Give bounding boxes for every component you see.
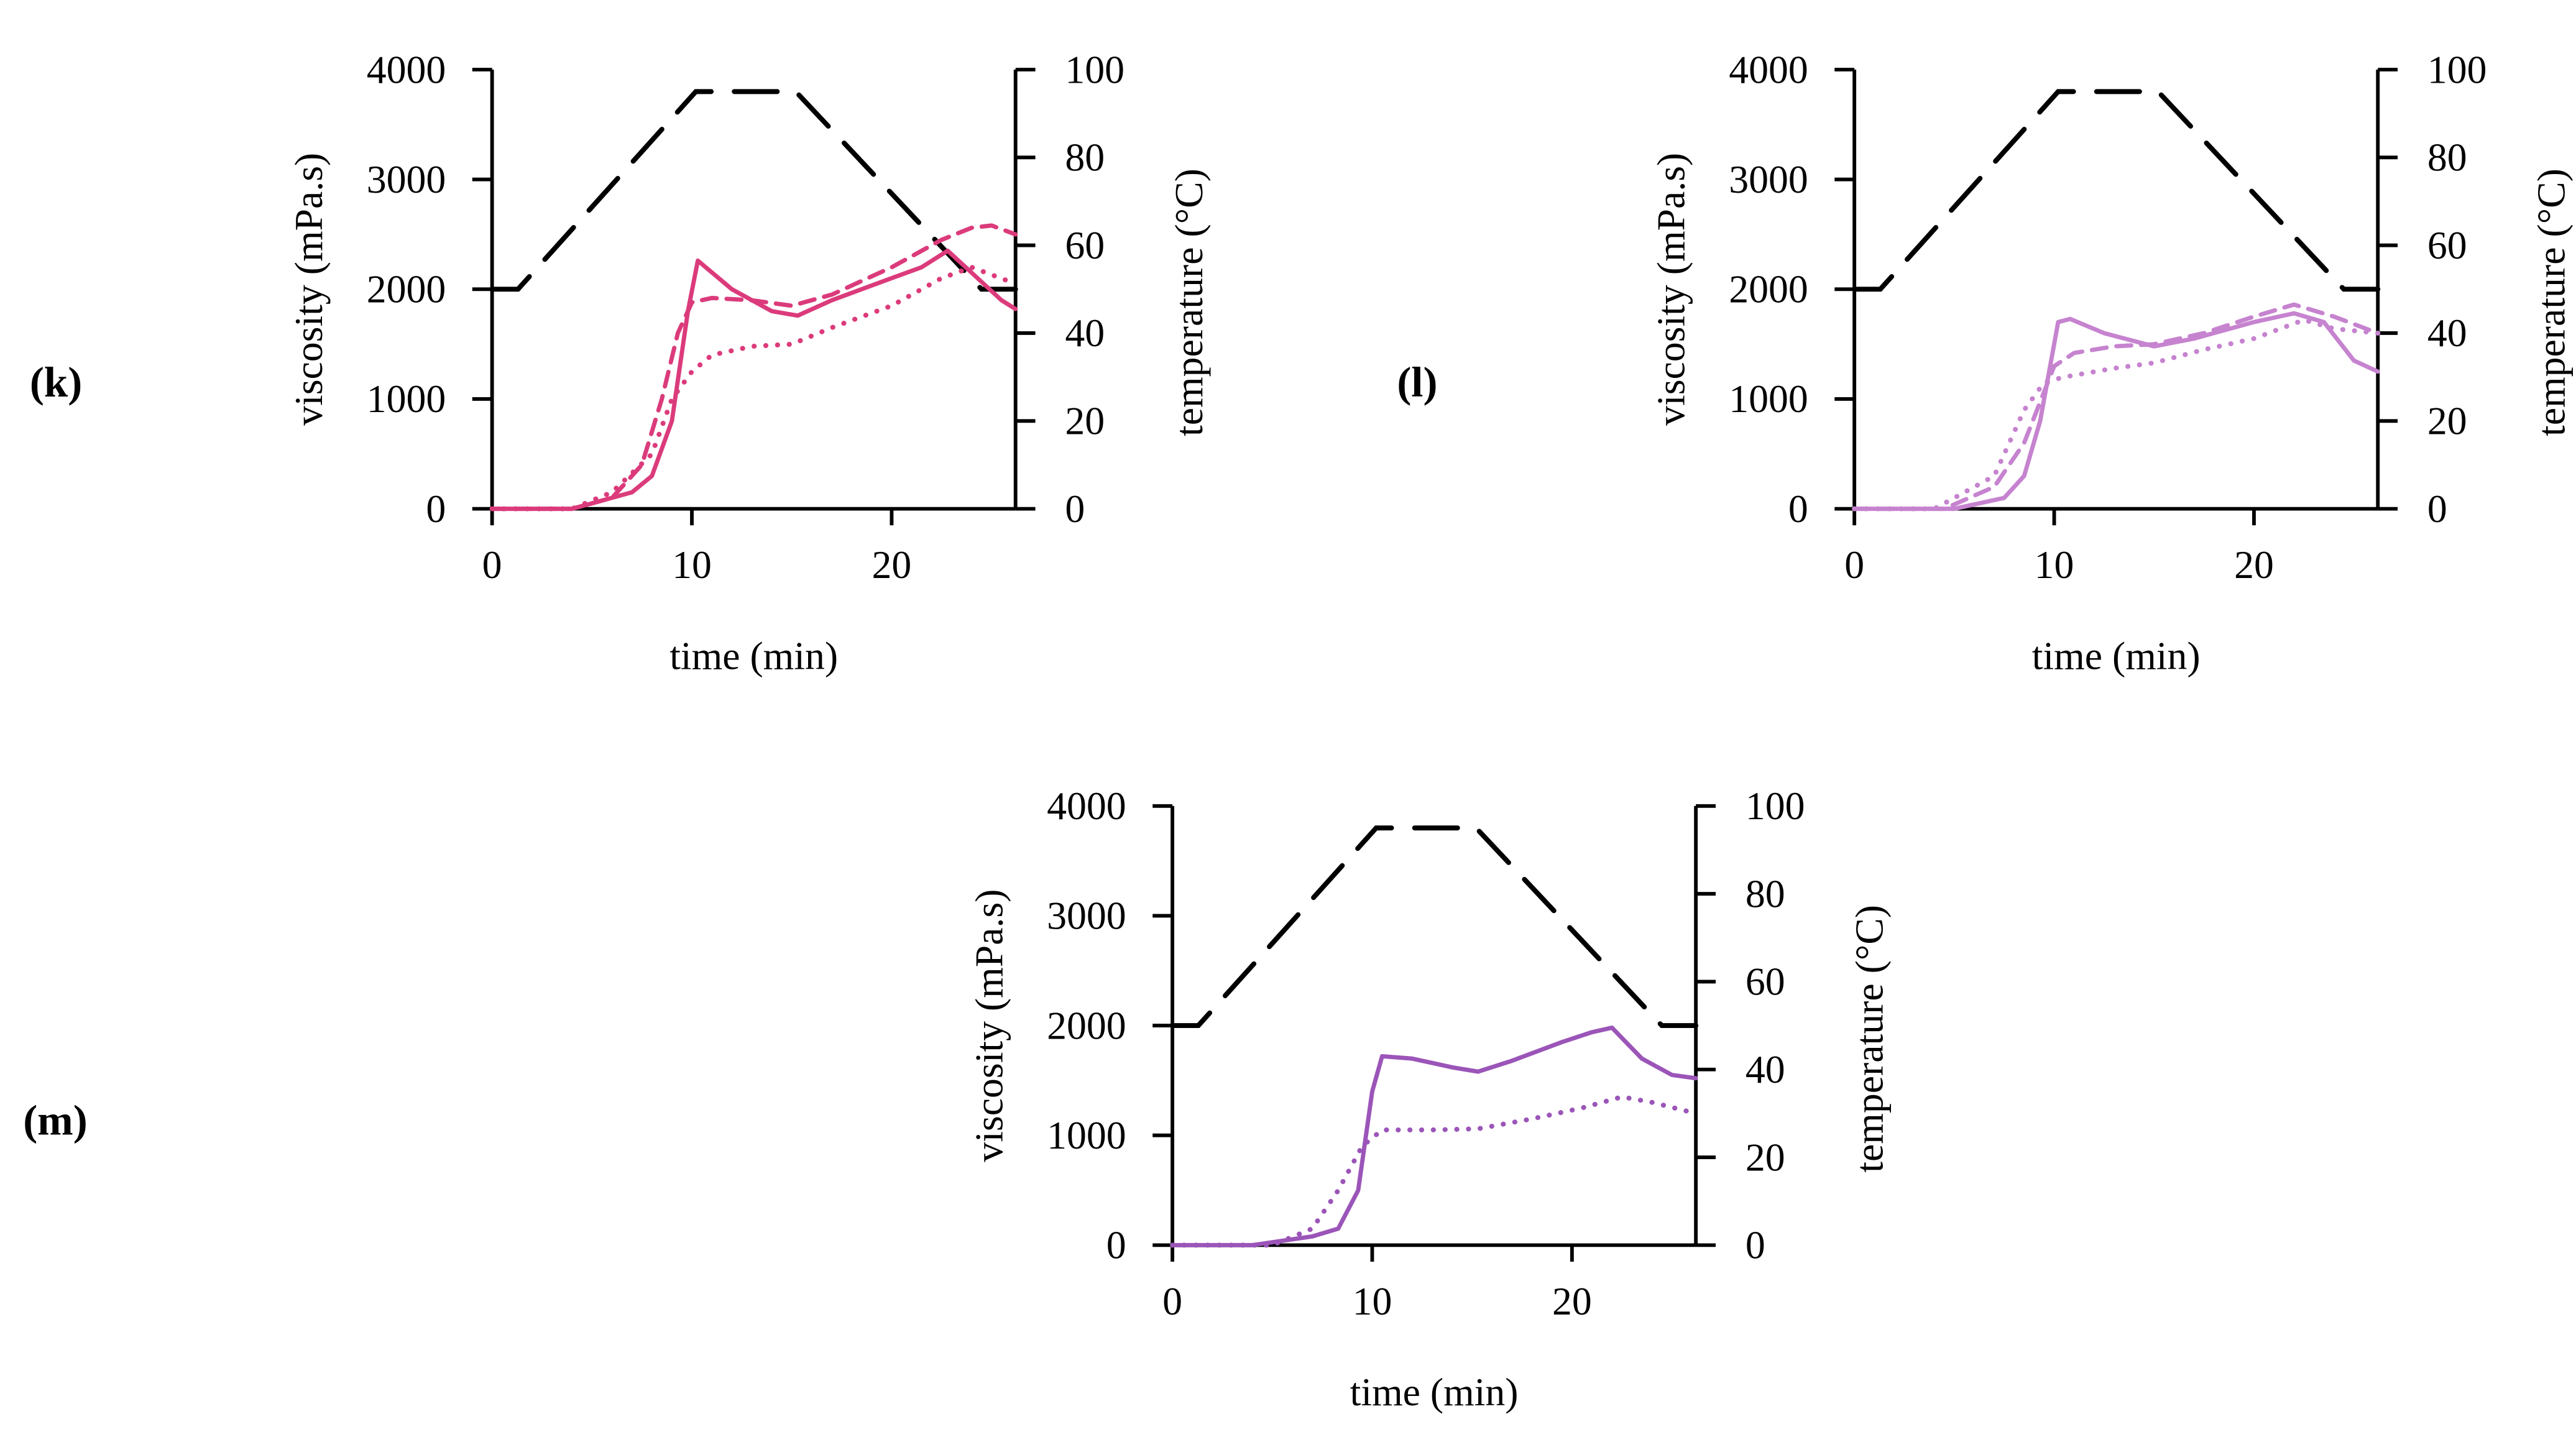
y-tick-label: 2000 xyxy=(367,267,446,311)
viscosity-line-dotted xyxy=(1852,317,2381,512)
y2-tick-label: 40 xyxy=(2427,311,2467,355)
panel-label: (k) xyxy=(30,358,82,406)
y2-axis-label: temperature (°C) xyxy=(1847,905,1891,1173)
x-tick-label: 20 xyxy=(2234,543,2274,587)
y2-tick-label: 40 xyxy=(1746,1047,1785,1091)
y-tick-label: 0 xyxy=(426,487,446,531)
x-tick-label: 0 xyxy=(1162,1279,1182,1323)
y-tick-label: 1000 xyxy=(1729,377,1808,421)
y-tick-label: 2000 xyxy=(1729,267,1808,311)
x-tick-label: 0 xyxy=(1844,543,1864,587)
x-tick-label: 10 xyxy=(672,543,712,587)
y-tick-label: 4000 xyxy=(1047,784,1126,828)
viscosity-line-dashed xyxy=(1852,302,2380,512)
y-tick-label: 0 xyxy=(1106,1223,1126,1267)
y2-tick-label: 0 xyxy=(1746,1223,1765,1267)
y2-tick-label: 60 xyxy=(1065,223,1105,267)
chart-panel-l: (l) 0 10 20 0 1000 2000 3000 4000 0 20 40 60 80 100 tim… xyxy=(1397,47,2573,677)
panel-label: (l) xyxy=(1397,358,1437,406)
y2-tick-label: 100 xyxy=(2427,47,2487,91)
y2-tick-label: 0 xyxy=(2427,487,2447,531)
panel-label: (m) xyxy=(23,1096,88,1144)
temperature-line xyxy=(1852,89,2381,292)
y-tick-label: 4000 xyxy=(1729,47,1808,91)
viscosity-line-dotted xyxy=(1170,1094,1699,1248)
y-tick-label: 3000 xyxy=(367,157,446,201)
y-tick-label: 0 xyxy=(1788,487,1808,531)
y2-tick-label: 60 xyxy=(1746,960,1785,1004)
chart-panel-m: (m) 0 10 20 0 1000 2000 3000 4000 0 20 40 60 80 100 tim… xyxy=(23,784,1891,1414)
viscosity-line-dashed xyxy=(490,223,1018,512)
x-tick-label: 10 xyxy=(1353,1279,1392,1323)
viscosity-line-dotted xyxy=(489,265,1018,512)
x-tick-label: 20 xyxy=(872,543,912,587)
y2-tick-label: 80 xyxy=(1746,871,1785,916)
y2-axis-label: temperature (°C) xyxy=(2529,168,2573,436)
viscosity-line-solid xyxy=(1170,1026,1698,1247)
temperature-line xyxy=(1170,825,1699,1029)
x-axis-label: time (min) xyxy=(669,633,838,677)
y2-tick-label: 40 xyxy=(1065,311,1105,355)
y-tick-label: 2000 xyxy=(1047,1003,1126,1047)
x-axis-label: time (min) xyxy=(1350,1370,1519,1414)
y2-tick-label: 80 xyxy=(1065,135,1105,180)
y2-tick-label: 20 xyxy=(2427,399,2467,443)
y2-tick-label: 0 xyxy=(1065,487,1085,531)
y2-tick-label: 80 xyxy=(2427,135,2467,180)
x-axis-label: time (min) xyxy=(2032,633,2201,677)
y-tick-label: 3000 xyxy=(1729,157,1808,201)
y2-tick-label: 60 xyxy=(2427,223,2467,267)
y-tick-label: 3000 xyxy=(1047,894,1126,938)
y-axis-label: viscosity (mPa.s) xyxy=(967,889,1011,1162)
y2-tick-label: 20 xyxy=(1065,399,1105,443)
y-tick-label: 1000 xyxy=(1047,1113,1126,1157)
y-tick-label: 4000 xyxy=(367,47,446,91)
x-tick-label: 0 xyxy=(482,543,502,587)
y2-tick-label: 100 xyxy=(1746,784,1805,828)
chart-panel-k: (k) 0 10 20 0 1000 2000 3000 4000 0 20 40 60 80 100 tim… xyxy=(30,47,1211,677)
x-tick-label: 20 xyxy=(1552,1279,1592,1323)
y-axis-label: viscosity (mPa.s) xyxy=(287,153,331,426)
x-tick-label: 10 xyxy=(2035,543,2074,587)
y-tick-label: 1000 xyxy=(367,377,446,421)
viscosity-line-solid xyxy=(490,248,1018,512)
y2-tick-label: 20 xyxy=(1746,1135,1785,1179)
viscosity-line-solid xyxy=(1852,311,2380,512)
y2-tick-label: 100 xyxy=(1065,47,1125,91)
y2-axis-label: temperature (°C) xyxy=(1167,168,1211,436)
y-axis-label: viscosity (mPa.s) xyxy=(1649,153,1693,426)
